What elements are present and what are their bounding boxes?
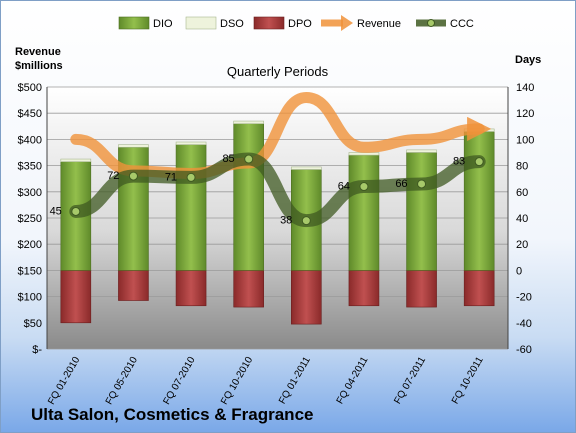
ccc-data-label: 66 bbox=[395, 178, 407, 190]
right-tick-label: 20 bbox=[516, 239, 528, 251]
ccc-point bbox=[71, 206, 81, 216]
ccc-data-label: 45 bbox=[50, 205, 62, 217]
dio-bar bbox=[463, 131, 495, 271]
left-tick-label: $450 bbox=[18, 108, 42, 120]
right-tick-label: 80 bbox=[516, 161, 528, 173]
legend-label: Revenue bbox=[357, 18, 401, 30]
x-tick-label: FQ 07-2011 bbox=[392, 355, 428, 406]
dpo-bar bbox=[291, 270, 322, 325]
legend-swatch bbox=[118, 16, 150, 30]
ccc-point bbox=[359, 182, 369, 192]
left-tick-label: $500 bbox=[18, 82, 42, 94]
dpo-bar bbox=[463, 270, 495, 307]
right-tick-label: 120 bbox=[516, 108, 534, 120]
dso-bar bbox=[60, 158, 92, 162]
dpo-bar bbox=[348, 270, 380, 307]
dso-bar bbox=[175, 141, 207, 145]
legend-label: DIO bbox=[153, 18, 173, 30]
dpo-bar bbox=[118, 270, 149, 301]
ccc-point bbox=[186, 172, 196, 182]
left-tick-label: $250 bbox=[18, 213, 42, 225]
legend-swatch-arrowhead bbox=[341, 15, 353, 31]
dio-bar bbox=[233, 123, 264, 271]
left-tick-label: $- bbox=[32, 344, 42, 356]
right-axis-label: Days bbox=[515, 54, 542, 66]
legend-label: DSO bbox=[220, 18, 244, 30]
x-tick-label: FQ 01-2010 bbox=[46, 355, 82, 407]
dpo-bar bbox=[60, 270, 92, 324]
left-tick-label: $300 bbox=[18, 187, 42, 199]
ccc-data-label: 64 bbox=[338, 181, 350, 193]
ccc-data-label: 72 bbox=[107, 170, 119, 182]
ccc-data-label: 85 bbox=[222, 153, 234, 165]
right-tick-label: 0 bbox=[516, 265, 522, 277]
left-tick-label: $400 bbox=[18, 134, 42, 146]
dpo-bar bbox=[175, 270, 207, 307]
left-axis-label: Revenue $millions bbox=[15, 45, 63, 73]
dso-bar bbox=[406, 149, 437, 153]
dio-bar bbox=[348, 154, 380, 271]
legend-swatch bbox=[185, 16, 217, 30]
legend-label: DPO bbox=[288, 18, 312, 30]
right-tick-label: 140 bbox=[516, 82, 534, 94]
ccc-point bbox=[474, 157, 484, 167]
dso-bar bbox=[291, 166, 322, 170]
right-tick-label: -60 bbox=[516, 344, 532, 356]
legend-label: CCC bbox=[450, 18, 474, 30]
right-tick-label: 40 bbox=[516, 213, 528, 225]
left-axis-label-line2: $millions bbox=[15, 60, 63, 72]
chart-title: Quarterly Periods bbox=[227, 64, 329, 79]
ccc-point bbox=[128, 171, 138, 181]
dso-bar bbox=[348, 152, 380, 156]
left-axis-label-line1: Revenue bbox=[15, 46, 61, 58]
left-tick-label: $50 bbox=[24, 318, 42, 330]
right-tick-label: 100 bbox=[516, 134, 534, 146]
ccc-point bbox=[244, 154, 254, 164]
legend-swatch bbox=[253, 16, 285, 30]
left-tick-label: $100 bbox=[18, 292, 42, 304]
x-tick-label: FQ 07-2010 bbox=[161, 355, 197, 407]
dpo-bar bbox=[406, 270, 437, 308]
left-tick-label: $200 bbox=[18, 239, 42, 251]
ccc-point bbox=[301, 216, 311, 226]
x-tick-label: FQ 10-2010 bbox=[219, 355, 255, 407]
x-tick-label: FQ 10-2011 bbox=[450, 355, 486, 406]
legend-swatch-marker bbox=[427, 19, 435, 27]
ccc-data-label: 38 bbox=[280, 215, 292, 227]
footer-title: Ulta Salon, Cosmetics & Fragrance bbox=[31, 405, 314, 424]
dso-bar bbox=[233, 120, 264, 124]
x-tick-label: FQ 05-2010 bbox=[104, 355, 140, 407]
dpo-bar bbox=[233, 270, 264, 308]
ccc-point bbox=[417, 179, 427, 189]
x-tick-label: FQ 01-2011 bbox=[277, 355, 313, 406]
left-tick-label: $150 bbox=[18, 265, 42, 277]
dso-bar bbox=[118, 144, 149, 148]
x-tick-label: FQ 04-2011 bbox=[335, 355, 371, 406]
ccc-data-label: 83 bbox=[453, 156, 465, 168]
left-tick-label: $350 bbox=[18, 161, 42, 173]
right-tick-label: -40 bbox=[516, 318, 532, 330]
dio-bar bbox=[175, 144, 207, 271]
dio-bar bbox=[406, 152, 437, 271]
right-tick-label: -20 bbox=[516, 292, 532, 304]
ccc-data-label: 71 bbox=[165, 171, 177, 183]
right-tick-label: 60 bbox=[516, 187, 528, 199]
